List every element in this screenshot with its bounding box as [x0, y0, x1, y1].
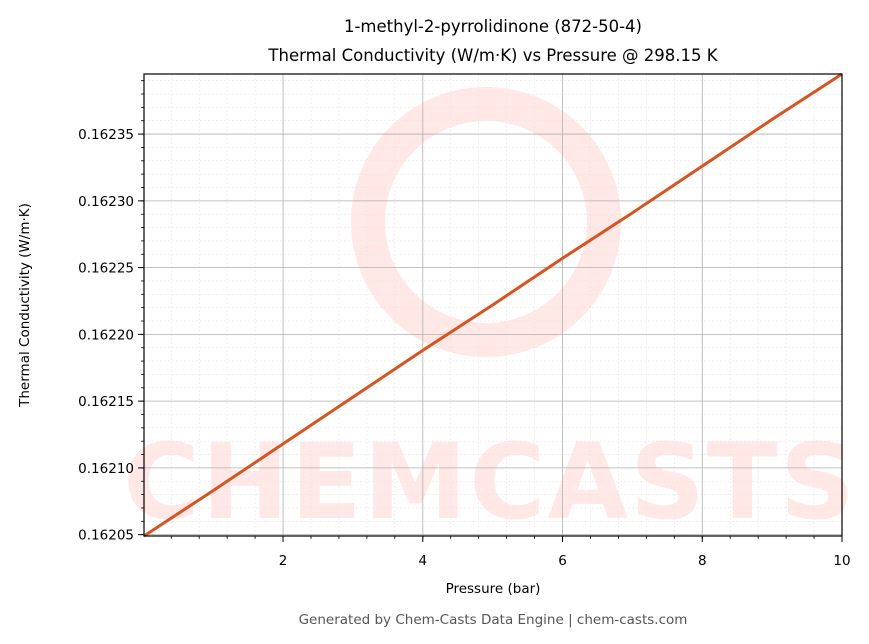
y-tick-label: 0.16210	[78, 461, 134, 477]
chart-subtitle: Thermal Conductivity (W/m·K) vs Pressure…	[267, 46, 718, 65]
footer-credit: Generated by Chem-Casts Data Engine | ch…	[299, 612, 688, 628]
y-axis-ticks: 0.16205 0.16210 0.16215 0.16220 0.16225 0.162…	[78, 80, 144, 544]
x-tick-label: 10	[833, 553, 850, 569]
x-axis-ticks: 2 4 6 8 10	[170, 536, 851, 569]
series-layer	[143, 72, 843, 538]
x-axis-label: Pressure (bar)	[446, 581, 541, 597]
y-tick-label: 0.16220	[78, 327, 134, 343]
y-tick-label: 0.16225	[78, 261, 134, 277]
plot-frame	[143, 73, 843, 537]
y-axis-label: Thermal Conductivity (W/m·K)	[17, 203, 33, 408]
x-tick-label: 8	[698, 553, 707, 569]
y-tick-label: 0.16235	[78, 127, 134, 143]
x-tick-label: 4	[418, 553, 427, 569]
y-tick-label: 0.16215	[78, 394, 134, 410]
y-tick-label: 0.16230	[78, 194, 134, 210]
x-tick-label: 6	[558, 553, 567, 569]
x-tick-label: 2	[279, 553, 288, 569]
series-line	[143, 72, 843, 538]
y-tick-label: 0.16205	[78, 528, 134, 544]
chart-title: 1-methyl-2-pyrrolidinone (872-50-4)	[344, 17, 642, 36]
watermark-logo-icon	[351, 87, 621, 357]
watermark-text: CHEMCASTS	[123, 421, 856, 543]
